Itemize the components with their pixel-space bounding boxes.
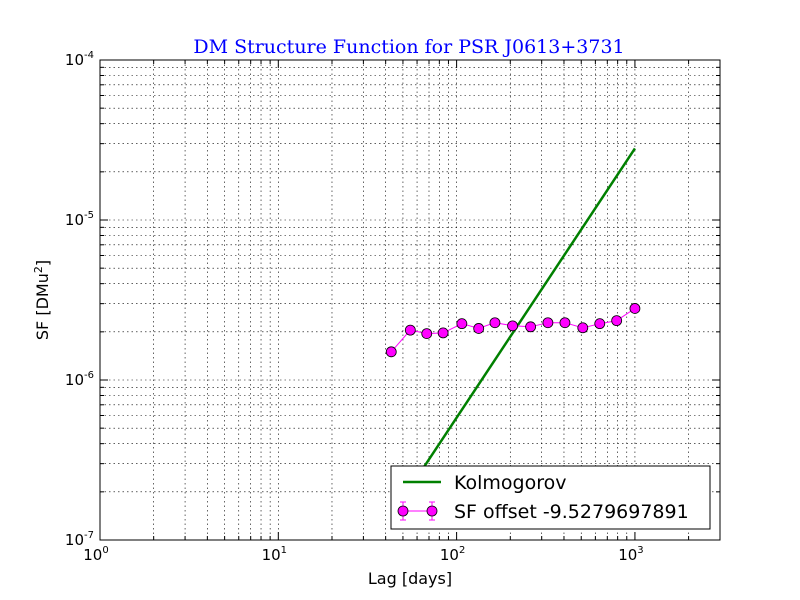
chart-title: DM Structure Function for PSR J0613+3731 <box>193 36 624 58</box>
y-tick-label: 10-5 <box>65 210 94 229</box>
y-tick-label: 10-6 <box>65 370 94 389</box>
y-axis-label-end: ] <box>33 260 52 266</box>
x-tick-label: 102 <box>440 545 465 564</box>
sf-data-point <box>542 317 554 329</box>
x-axis-label: Lag [days] <box>368 569 452 588</box>
sf-data-point <box>577 322 589 334</box>
sf-data-point <box>629 303 641 314</box>
y-tick-label: 10-7 <box>65 530 94 549</box>
plot-frame <box>99 59 721 541</box>
sf-data-point <box>385 346 397 358</box>
sf-data-point <box>611 315 623 327</box>
legend-box <box>390 465 711 530</box>
sf-data-point <box>489 317 501 329</box>
legend-kolmogorov-label: Kolmogorov <box>454 472 567 494</box>
grid-lines <box>100 60 720 540</box>
x-tick-label: 100 <box>83 545 108 564</box>
y-axis-label-main: SF [DMu <box>33 273 52 340</box>
sf-data-point <box>473 323 485 334</box>
sf-data-point <box>594 318 606 330</box>
sf-data-point <box>421 328 433 339</box>
sf-data-point <box>404 324 416 336</box>
sf-data-point <box>437 327 449 339</box>
y-axis-label-superscript: 2 <box>32 266 45 273</box>
kolmogorov-line <box>418 147 636 475</box>
plot-series <box>385 147 641 475</box>
legend-sf-swatch <box>397 501 438 521</box>
y-tick-label: 10-4 <box>65 50 94 69</box>
y-axis-label: SF [DMu2] <box>32 260 52 340</box>
x-tick-label: 103 <box>618 545 643 564</box>
x-tick-label: 101 <box>262 545 287 564</box>
legend: Kolmogorov SF offset -9.5279697891 <box>390 465 711 530</box>
sf-data-point <box>559 317 571 329</box>
sf-data-point <box>456 318 468 330</box>
sf-data-point <box>507 320 518 332</box>
axis-ticks: 100 101 102 103 10-7 10-6 10-5 10-4 <box>65 50 721 564</box>
legend-sf-label: SF offset -9.5279697891 <box>454 501 689 523</box>
sf-data-point <box>525 321 537 333</box>
